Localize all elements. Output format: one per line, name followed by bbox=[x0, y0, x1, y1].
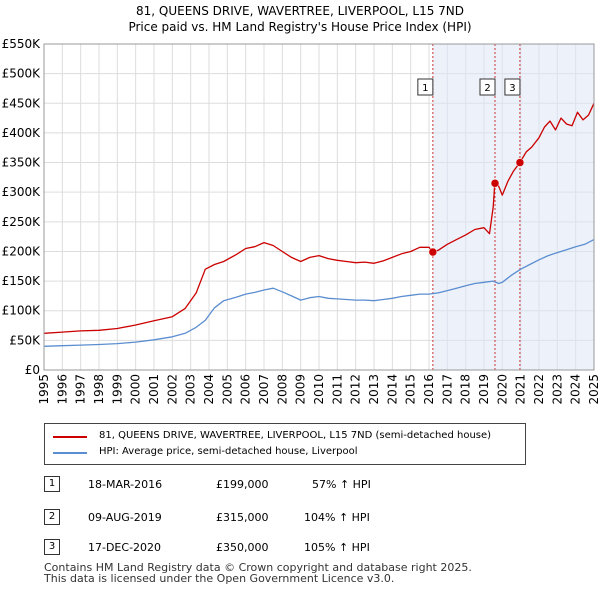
chart-title: 81, QUEENS DRIVE, WAVERTREE, LIVERPOOL, … bbox=[135, 4, 465, 18]
y-tick-label: £300K bbox=[2, 185, 42, 199]
x-tick-label: 2002 bbox=[165, 374, 179, 405]
transaction-hpi-change: 57% ↑ HPI bbox=[312, 478, 371, 491]
x-tick-label: 1996 bbox=[55, 374, 69, 405]
footer-copyright: Contains HM Land Registry data © Crown c… bbox=[44, 561, 472, 574]
price-chart: 1 2 3 £0 £50K £100K £150K £200K £250K £300K £350K… bbox=[2, 37, 600, 405]
hpi-line bbox=[43, 239, 595, 347]
transaction-price: £350,000 bbox=[216, 541, 269, 554]
axes: £0 £50K £100K £150K £200K £250K £300K £350K £400… bbox=[2, 37, 600, 405]
sale-markers: 1 2 3 bbox=[417, 78, 525, 257]
sale-1-label: 1 bbox=[422, 83, 428, 94]
legend-swatch-property bbox=[53, 436, 87, 438]
y-tick-label: £50K bbox=[9, 333, 41, 347]
y-tick-label: £100K bbox=[2, 304, 42, 318]
sale-2-label-box bbox=[479, 78, 496, 96]
sale-period-band bbox=[432, 44, 594, 370]
transaction-hpi-change: 104% ↑ HPI bbox=[304, 511, 370, 524]
sale-highlight-bands bbox=[432, 44, 594, 370]
x-tick-label: 2017 bbox=[440, 374, 454, 405]
transaction-date: 18-MAR-2016 bbox=[88, 478, 163, 491]
y-tick-label: £450K bbox=[2, 96, 42, 110]
x-tick-label: 2020 bbox=[495, 374, 509, 405]
x-tick-label: 2018 bbox=[459, 374, 473, 405]
x-tick-label: 2003 bbox=[184, 374, 198, 405]
x-tick-label: 2023 bbox=[550, 374, 564, 405]
sale-3-label-box bbox=[504, 78, 521, 96]
y-tick-label: £150K bbox=[2, 274, 42, 288]
x-tick-label: 1995 bbox=[37, 374, 51, 405]
x-tick-label: 2025 bbox=[587, 374, 600, 405]
transaction-number-badge: 1 bbox=[44, 476, 60, 492]
property-price-line bbox=[43, 103, 595, 334]
x-tick-label: 1998 bbox=[92, 374, 106, 405]
x-tick-label: 2014 bbox=[385, 374, 399, 405]
transaction-date: 17-DEC-2020 bbox=[88, 541, 162, 554]
x-tick-label: 1997 bbox=[74, 374, 88, 405]
x-tick-label: 2016 bbox=[422, 374, 436, 405]
x-tick-label: 2019 bbox=[477, 374, 491, 405]
legend-label-property: 81, QUEENS DRIVE, WAVERTREE, LIVERPOOL, … bbox=[99, 430, 492, 441]
sale-1-label-box bbox=[417, 78, 434, 96]
x-tick-label: 2021 bbox=[514, 374, 528, 405]
legend: 81, QUEENS DRIVE, WAVERTREE, LIVERPOOL, … bbox=[44, 423, 526, 465]
x-tick-label: 2008 bbox=[275, 374, 289, 405]
x-tick-label: 2004 bbox=[202, 374, 216, 405]
sale-3-label: 3 bbox=[509, 83, 515, 94]
x-tick-label: 2005 bbox=[220, 374, 234, 405]
y-tick-label: £250K bbox=[2, 215, 42, 229]
transaction-number-badge: 2 bbox=[44, 509, 60, 525]
x-tick-label: 2007 bbox=[257, 374, 271, 405]
transaction-number-badge: 3 bbox=[44, 539, 60, 555]
x-tick-label: 2012 bbox=[349, 374, 363, 405]
transaction-hpi-change: 105% ↑ HPI bbox=[304, 541, 370, 554]
transaction-price: £315,000 bbox=[216, 511, 269, 524]
y-tick-label: £200K bbox=[2, 244, 42, 258]
x-tick-label: 2011 bbox=[330, 374, 344, 405]
x-tick-label: 2000 bbox=[129, 374, 143, 405]
x-tick-label: 2024 bbox=[569, 374, 583, 405]
x-tick-label: 1999 bbox=[110, 374, 124, 405]
x-tick-label: 2006 bbox=[239, 374, 253, 405]
x-tick-label: 2009 bbox=[294, 374, 308, 405]
legend-label-hpi: HPI: Average price, semi-detached house,… bbox=[99, 446, 358, 457]
x-tick-label: 2015 bbox=[404, 374, 418, 405]
sale-3-point bbox=[515, 158, 525, 167]
transaction-price: £199,000 bbox=[216, 478, 269, 491]
y-tick-label: £500K bbox=[2, 67, 42, 81]
series-lines bbox=[43, 103, 595, 347]
sale-2-point bbox=[490, 179, 500, 188]
legend-swatch-hpi bbox=[53, 452, 87, 454]
x-tick-label: 2022 bbox=[532, 374, 546, 405]
x-tick-label: 2010 bbox=[312, 374, 326, 405]
y-tick-label: £350K bbox=[2, 156, 42, 170]
chart-subtitle: Price paid vs. HM Land Registry's House … bbox=[128, 20, 472, 34]
y-tick-label: £550K bbox=[2, 37, 42, 51]
footer-license: This data is licensed under the Open Gov… bbox=[44, 572, 395, 585]
y-tick-label: £0 bbox=[25, 363, 40, 377]
transaction-date: 09-AUG-2019 bbox=[88, 511, 162, 524]
sale-2-label: 2 bbox=[484, 83, 490, 94]
plot-border bbox=[43, 43, 595, 371]
y-tick-label: £400K bbox=[2, 126, 42, 140]
x-tick-label: 2001 bbox=[147, 374, 161, 405]
x-tick-label: 2013 bbox=[367, 374, 381, 405]
sale-1-point bbox=[428, 247, 438, 257]
